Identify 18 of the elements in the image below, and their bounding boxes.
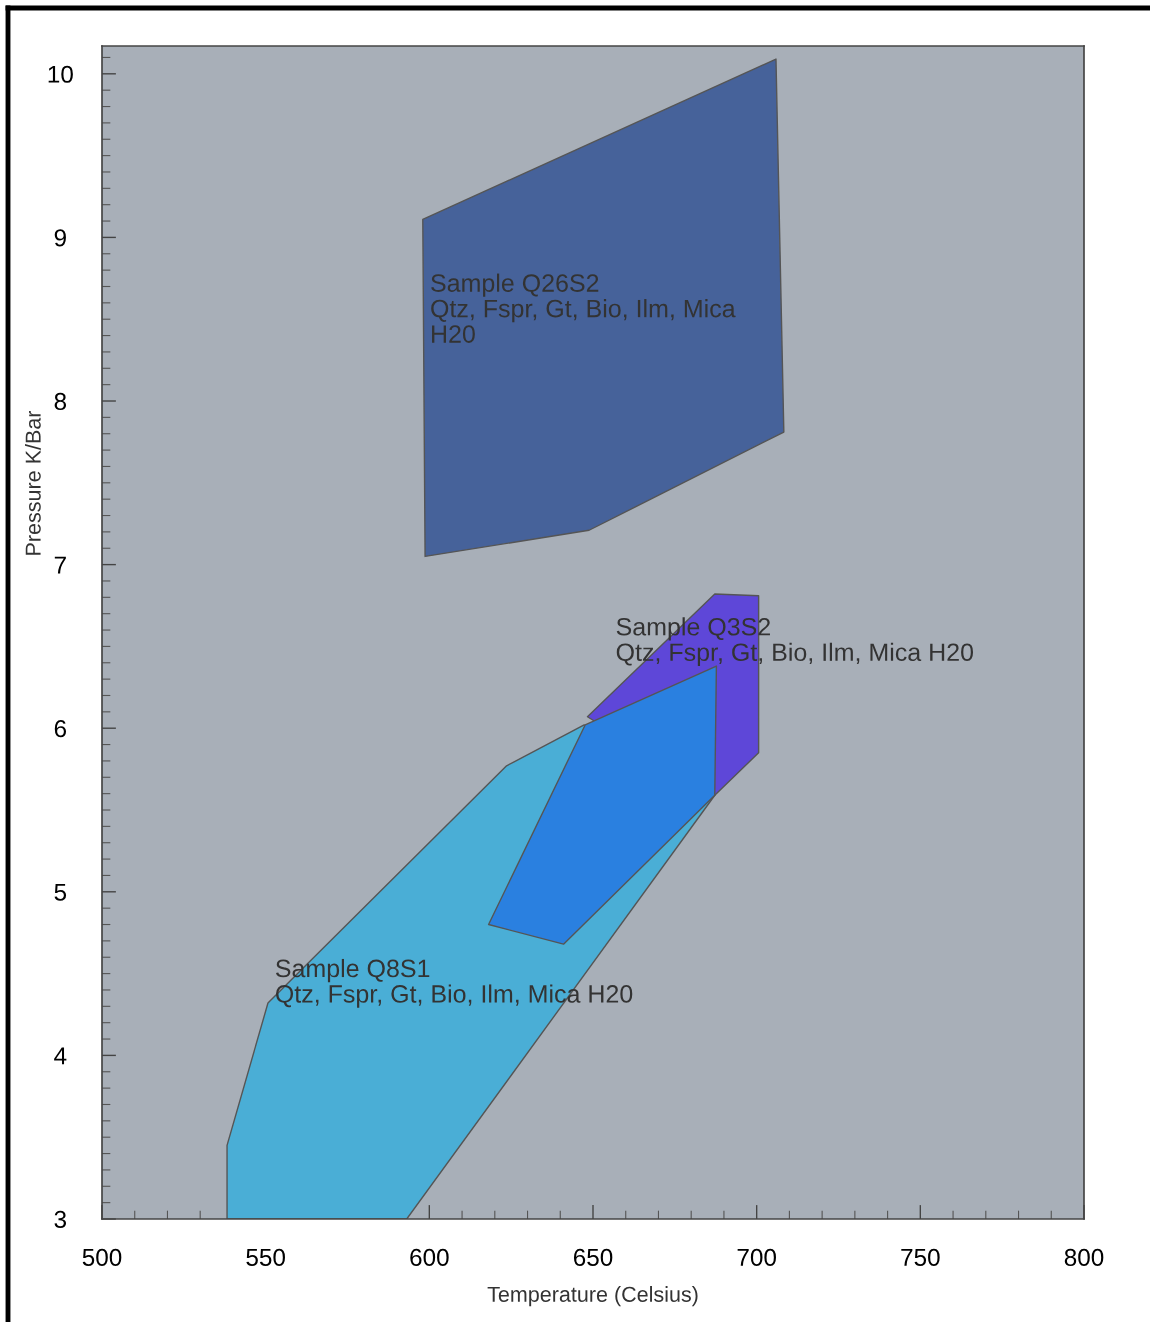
x-tick-label: 750 (901, 1248, 940, 1267)
y-tick-label: 6 (54, 720, 67, 738)
x-tick-label: 550 (246, 1248, 285, 1267)
y-tick-label: 8 (54, 392, 67, 411)
x-tick-label: 600 (410, 1248, 449, 1267)
x-tick-label: 650 (573, 1248, 613, 1267)
annotation: Sample Q26S2 Qtz, Fspr, Gt, Bio, Ilm, Mica H20 (431, 273, 736, 343)
y-axis-title: Pressure K/Bar (24, 410, 41, 555)
y-tick-label: 4 (54, 1047, 67, 1065)
y-tick-label: 9 (54, 229, 66, 247)
y-tick-label: 3 (54, 1210, 67, 1229)
y-tick-label: 5 (54, 883, 67, 901)
x-tick-label: 700 (737, 1248, 776, 1267)
y-tick-label: 7 (54, 556, 66, 574)
x-axis-title: Temperature (Celsius) (487, 1286, 698, 1307)
x-tick-label: 500 (82, 1248, 122, 1267)
y-tick-label: 10 (48, 65, 73, 83)
x-tick-label: 800 (1064, 1248, 1104, 1267)
